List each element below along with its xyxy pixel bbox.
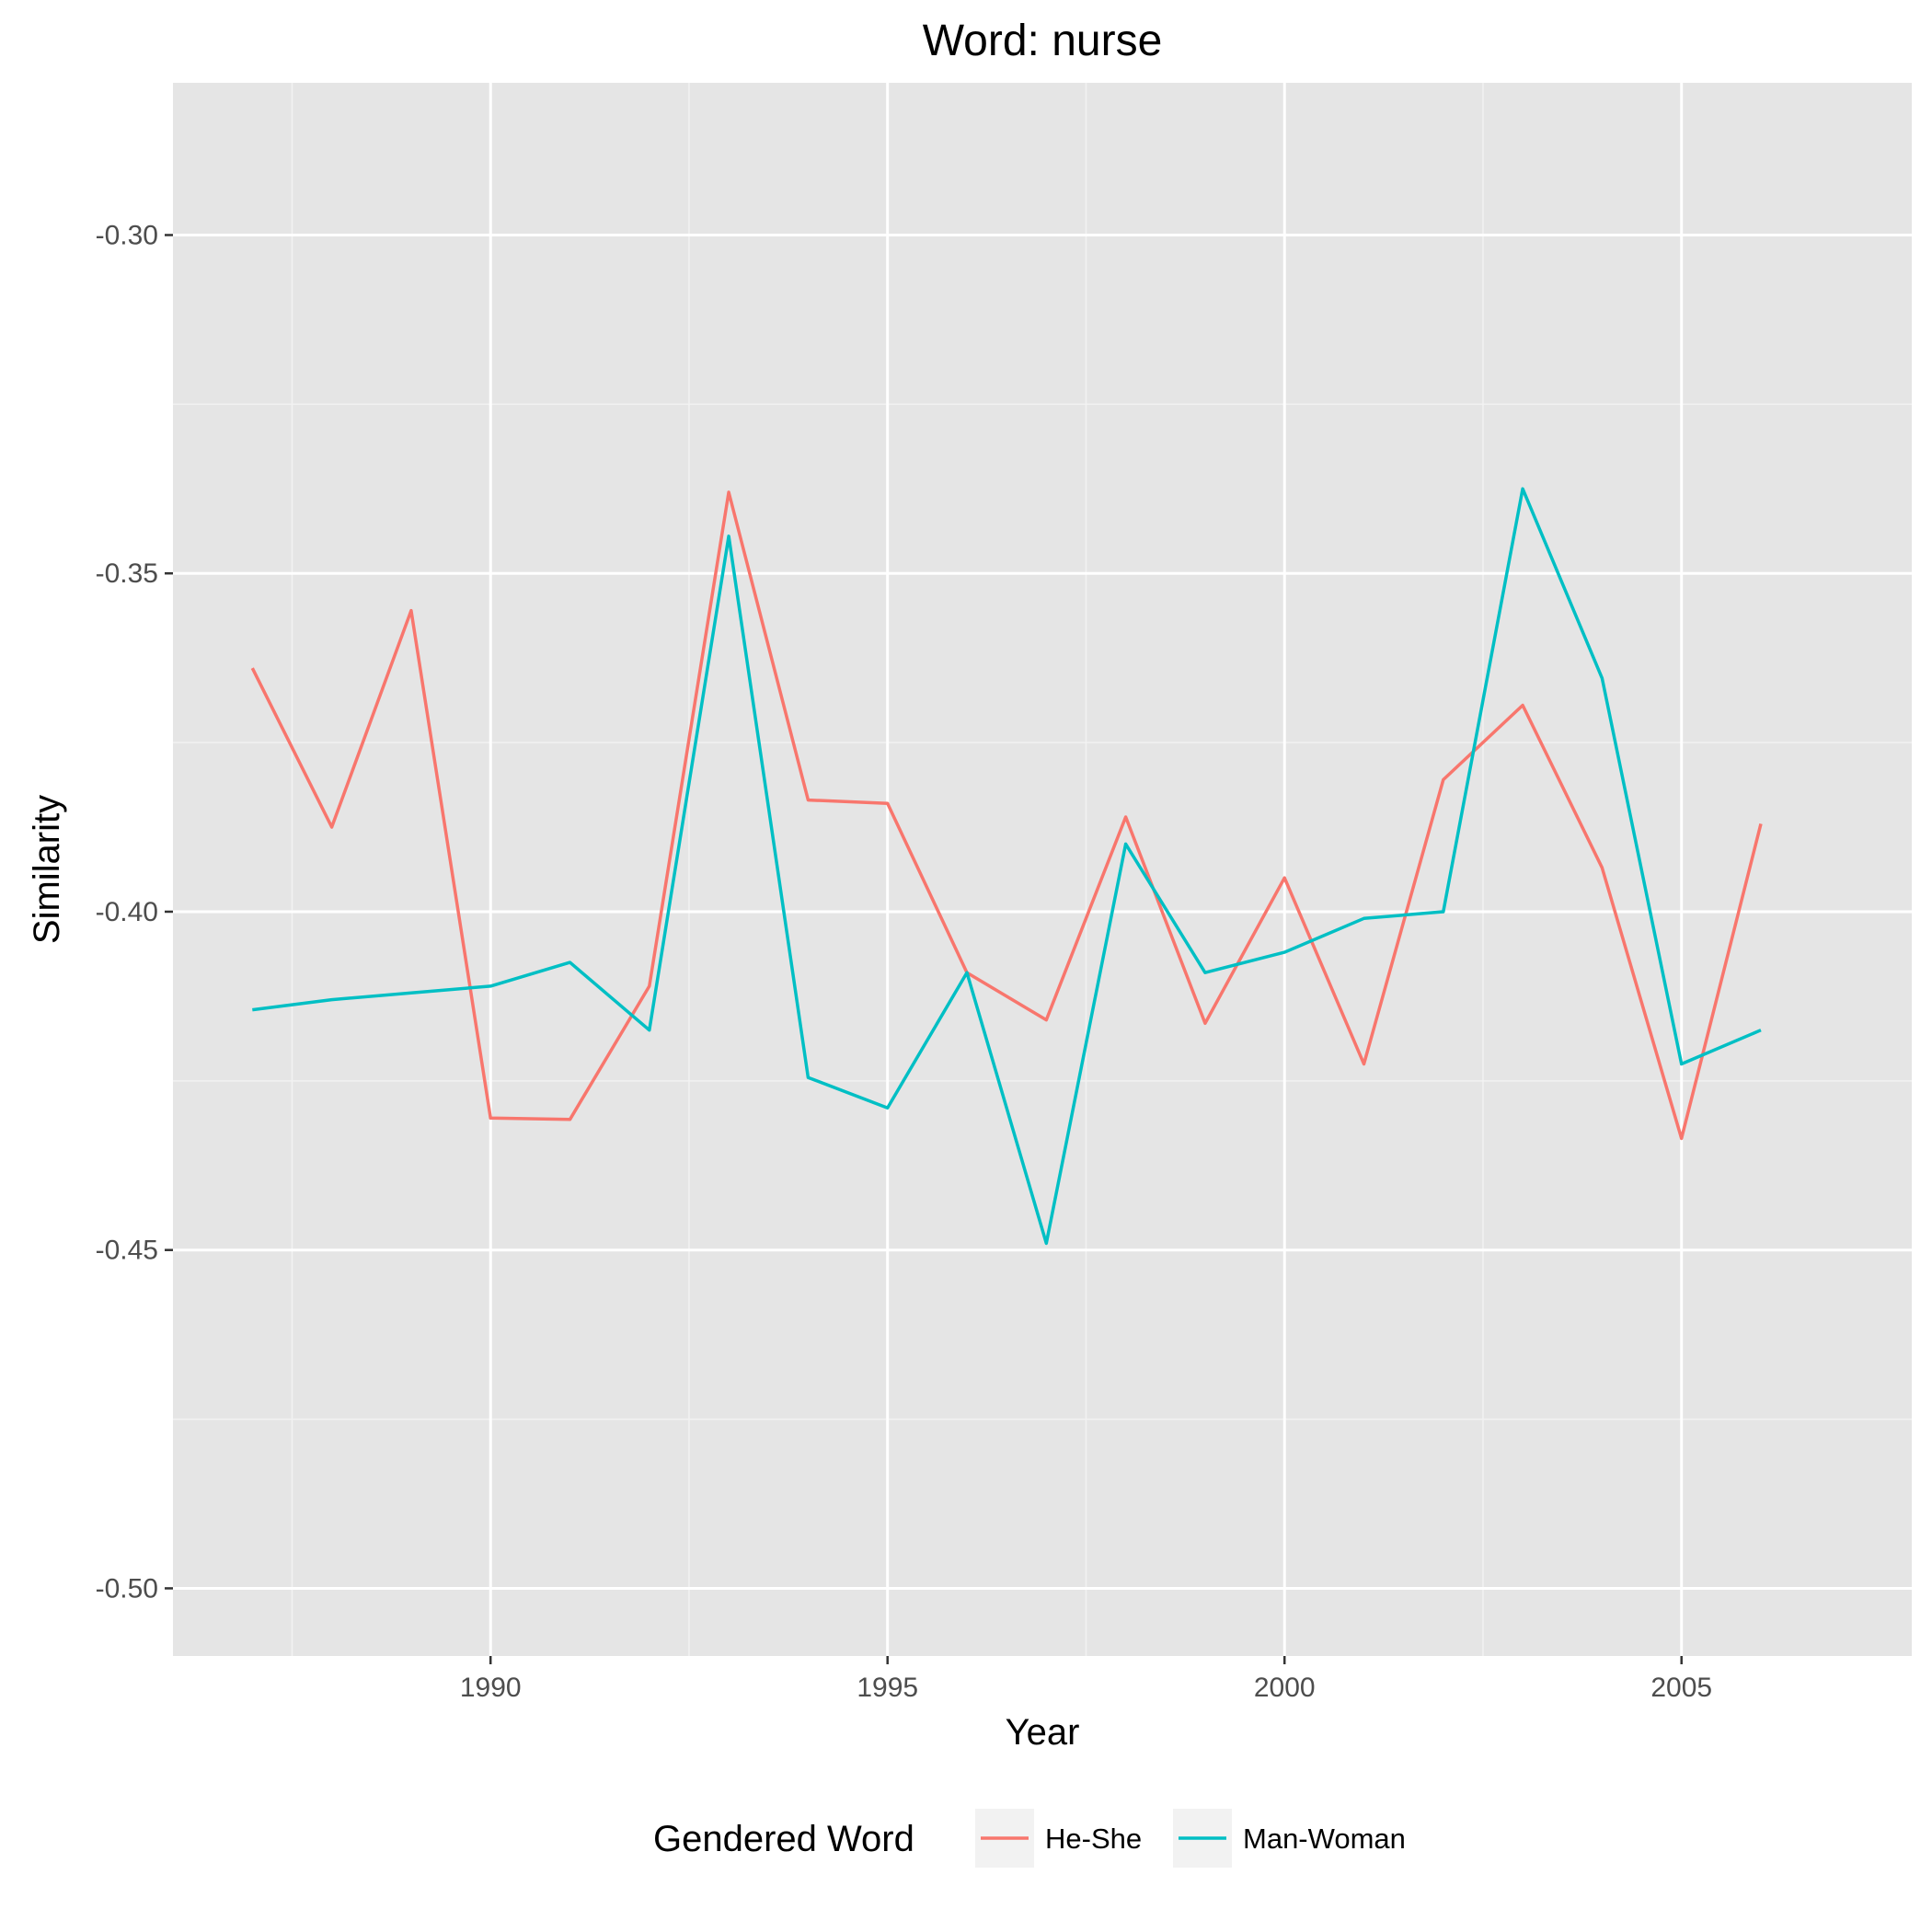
x-tick-label: 2000 bbox=[1254, 1673, 1316, 1703]
legend-label-man-woman: Man-Woman bbox=[1243, 1823, 1406, 1855]
x-tick-label: 1995 bbox=[857, 1673, 918, 1703]
series-lines bbox=[250, 487, 1763, 1246]
x-tick-label: 2005 bbox=[1650, 1673, 1712, 1703]
y-tick-label: -0.30 bbox=[96, 220, 158, 250]
legend-label-he-she: He-She bbox=[1045, 1823, 1142, 1855]
y-tick-label: -0.35 bbox=[96, 558, 158, 589]
x-axis-title: Year bbox=[1006, 1712, 1080, 1753]
legend-title: Gendered Word bbox=[653, 1819, 914, 1859]
legend-item-he-she: He-She bbox=[975, 1809, 1142, 1868]
y-axis-title: Similarity bbox=[27, 795, 67, 944]
y-tick-label: -0.50 bbox=[96, 1573, 158, 1604]
series-line-he-she bbox=[250, 490, 1763, 1141]
legend: Gendered Word He-She Man-Woman bbox=[653, 1809, 1406, 1868]
y-tick-label: -0.45 bbox=[96, 1236, 158, 1266]
x-axis-ticks: 1990 1995 2000 2005 bbox=[460, 1656, 1712, 1703]
plot-panel bbox=[173, 83, 1912, 1656]
minor-gridlines bbox=[173, 83, 1912, 1656]
y-tick-label: -0.40 bbox=[96, 897, 158, 927]
series-line-man-woman bbox=[252, 487, 1762, 1246]
major-gridlines bbox=[173, 83, 1912, 1656]
x-tick-label: 1990 bbox=[460, 1673, 522, 1703]
chart-title: Word: nurse bbox=[923, 17, 1163, 65]
legend-item-man-woman: Man-Woman bbox=[1173, 1809, 1406, 1868]
y-axis-ticks: -0.30 -0.35 -0.40 -0.45 -0.50 bbox=[96, 220, 173, 1604]
